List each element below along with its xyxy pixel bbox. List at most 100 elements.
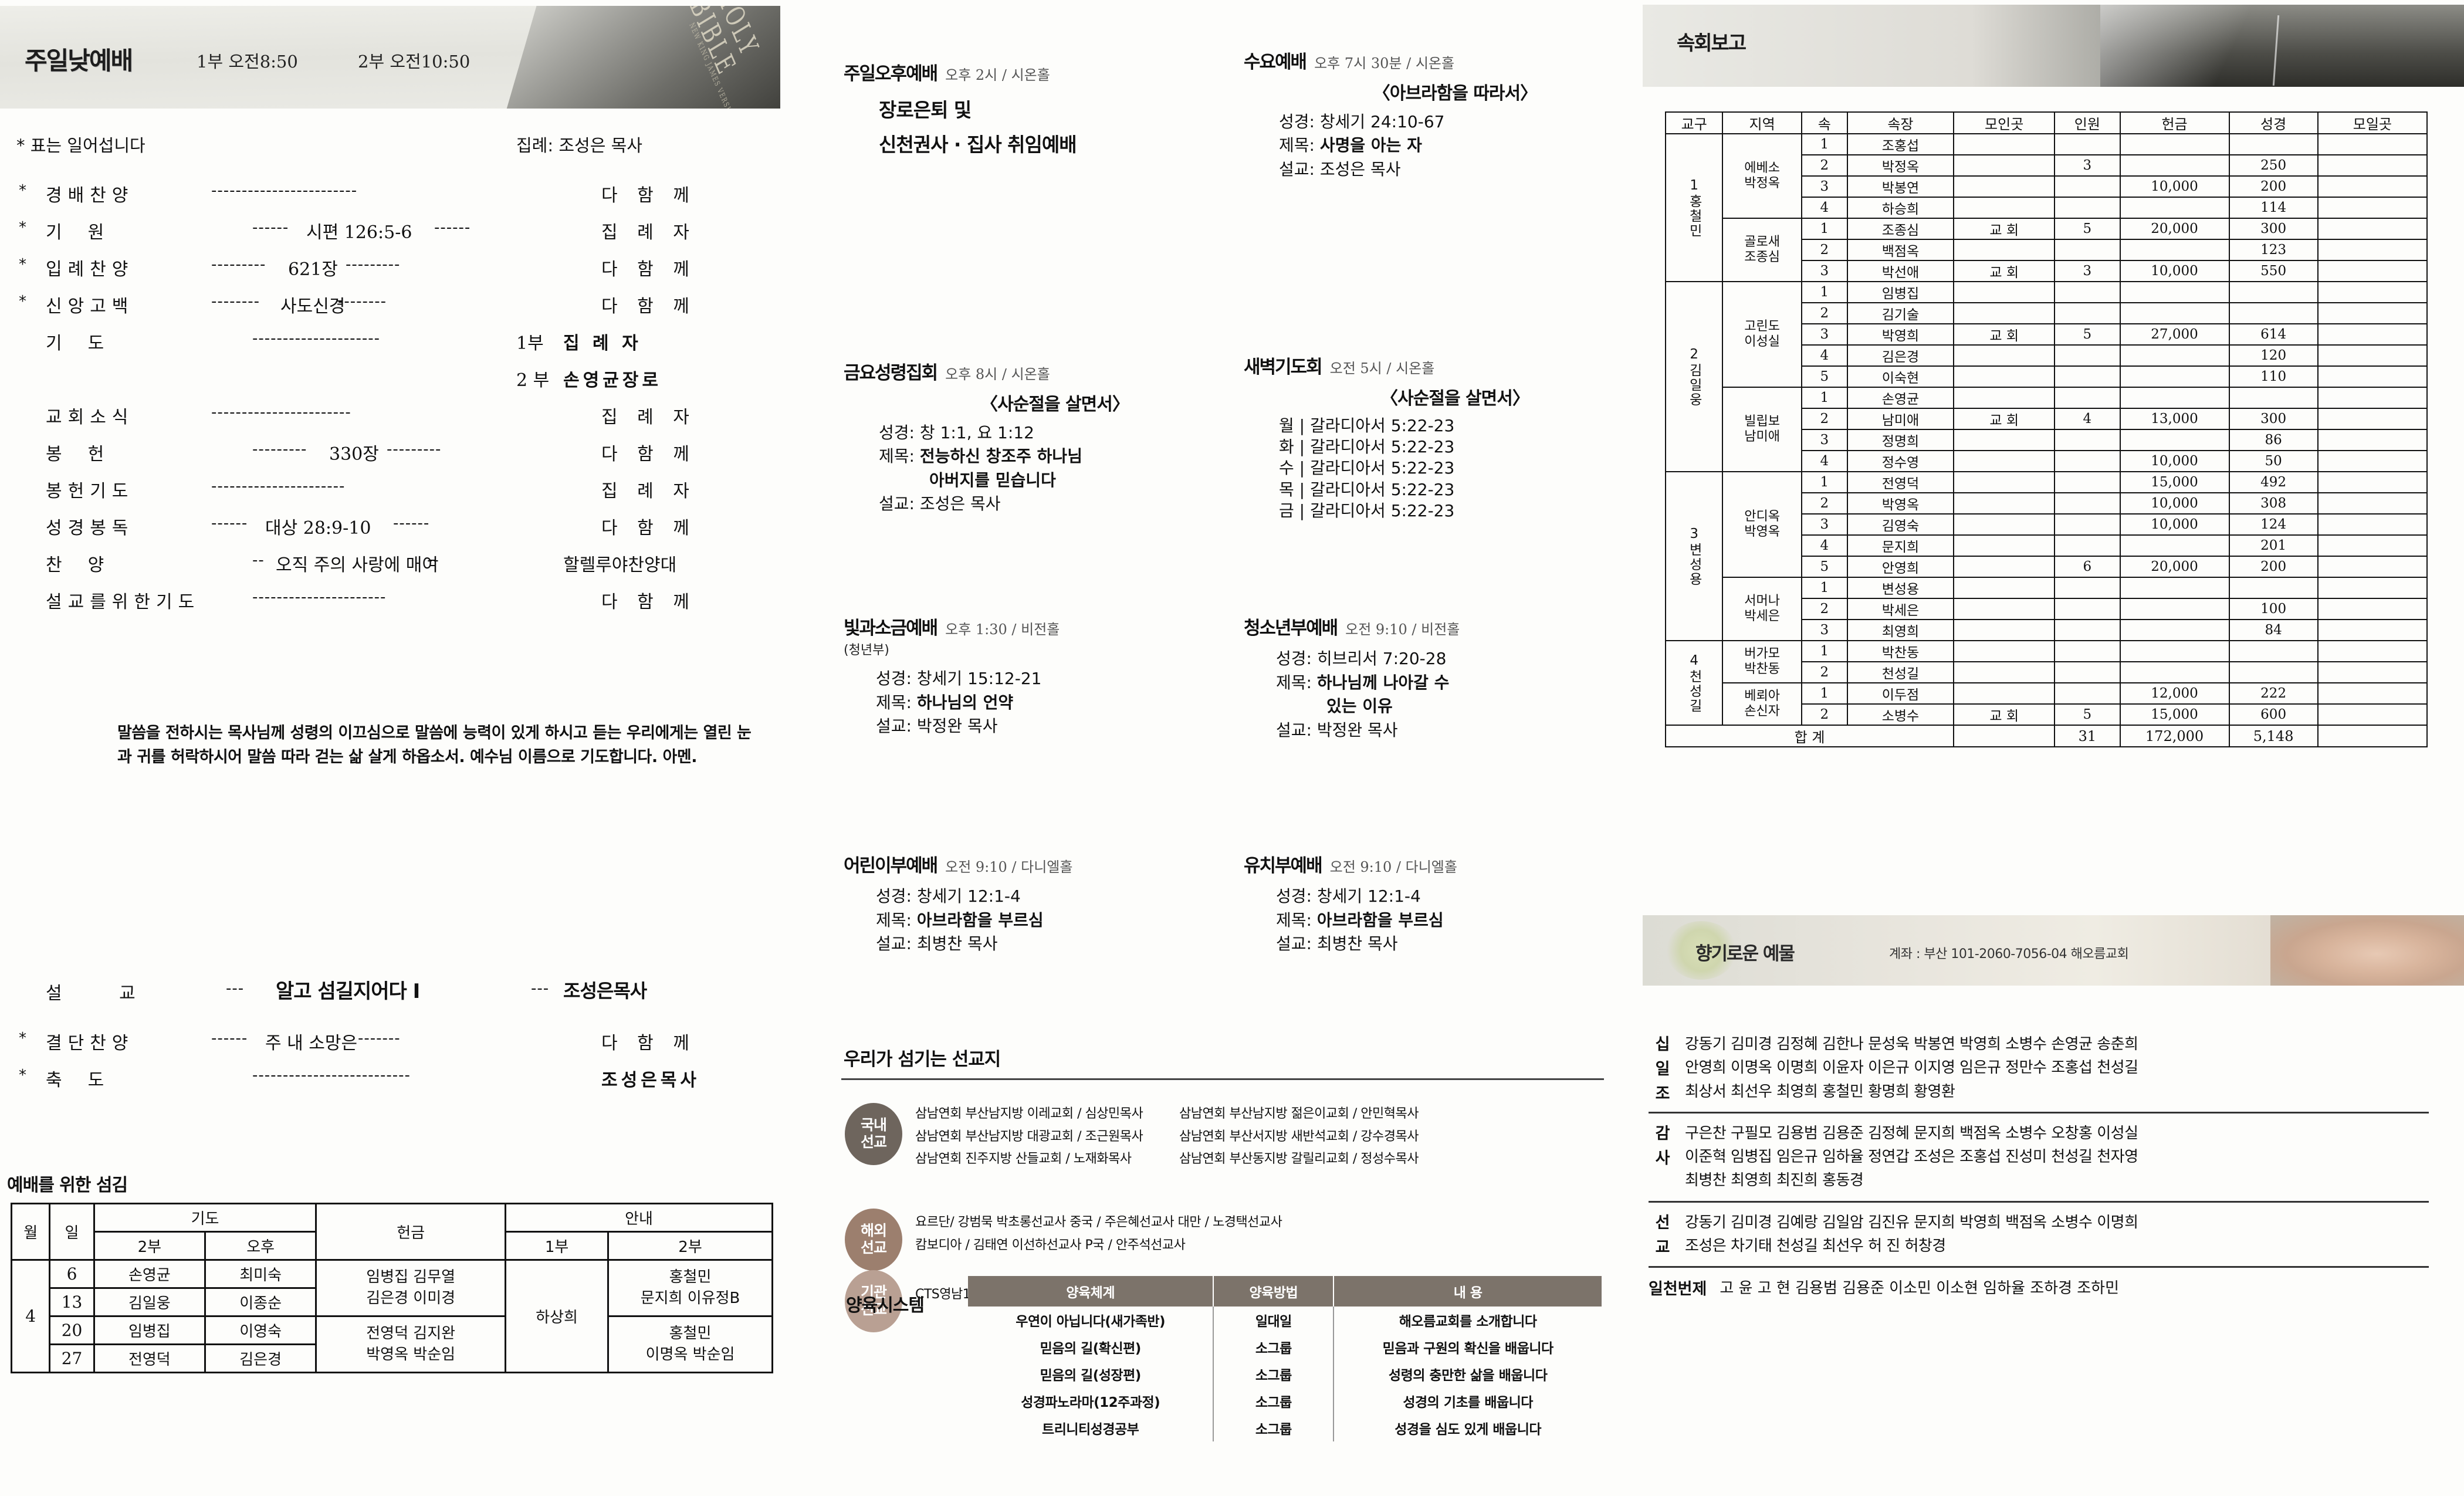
cell-guide-2bu: 홍철민 이명옥 박순임 [607, 1315, 773, 1373]
cell-next-place [2317, 577, 2428, 599]
standing-star: * [19, 1067, 26, 1084]
offering-names: 구은찬 구필모 김용범 김용준 김정혜 문지희 백점옥 소병수 오창홍 이성실 이… [1685, 1122, 2464, 1193]
cell-cell-no: 1 [1800, 387, 1848, 409]
mission-row: 삼남연회 진주지방 산들교회 / 노재화목사 삼남연회 부산동지방 갈릴리교회 /… [915, 1148, 1607, 1171]
service-topic-cont: 아버지를 믿습니다 [929, 470, 1056, 490]
cell-day: 6 [49, 1259, 95, 1289]
cell-cell-no: 1 [1800, 218, 1848, 240]
nurture-cell: 성경을 심도 있게 배웁니다 [1395, 1422, 1542, 1437]
cell-bible-reading: 124 [2228, 513, 2319, 536]
order-item-assignee: 다 함 께 [601, 444, 696, 465]
nurture-cell: 소그룹 [1213, 1387, 1335, 1414]
service-preacher: 설교: 조성은 목사 [879, 494, 1001, 514]
cell-cell-no: 2 [1800, 598, 1848, 620]
table-row: 2김일웅 고린도 이성실 1 임병집 [1664, 281, 2428, 472]
table-row: 빌립보 남미애 1 손영균 [1666, 387, 2428, 472]
nurture-col-header: 양육방법 [1213, 1276, 1335, 1307]
th-prayer-pm: 오후 [204, 1231, 317, 1261]
nurture-head-row: 양육체계 양육방법 내 용 [968, 1276, 1602, 1307]
table-row: 4 하승희 114 [1666, 197, 2428, 219]
cell-leader: 소병수 [1846, 703, 1955, 726]
service-scripture: 성경: 창세기 12:1-4 [876, 886, 1021, 906]
cell-area: 고린도 이성실 [1722, 281, 1802, 388]
cell-cell-no: 4 [1800, 534, 1848, 557]
service-name: 새벽기도회 [1244, 357, 1323, 378]
cell-guide-2bu: 홍철민 문지희 이유정B [607, 1259, 773, 1317]
cell-leader: 천성길 [1846, 661, 1955, 683]
cell-next-place [2317, 154, 2428, 177]
praying-hands-photo [2270, 915, 2464, 986]
service-duty-body: 4 6 손영균 최미숙 임병집 김무열 김은경 이미경 하상희 홍철민 문지희 이유정B 13 김일… [10, 1259, 773, 1373]
table-row: 3변성용 안디옥 박영옥 1 전영덕 15,000 492 [1664, 471, 2428, 641]
cell-leader: 이두점 [1846, 682, 1955, 705]
offering-name-line: 구은찬 구필모 김용범 김용준 김정혜 문지희 백점옥 소병수 오창홍 이성실 [1685, 1124, 2138, 1142]
cell-day: 20 [49, 1315, 95, 1345]
service-time-place: 오전 5시 / 시온홀 [1329, 360, 1435, 377]
cell-leader: 최영희 [1846, 619, 1955, 641]
cell-cell-no: 3 [1800, 429, 1848, 451]
dawn-prayer-day: 금 | 갈라디아서 5:22-23 [1279, 501, 1455, 521]
order-item: 기도 --------------------- 1부 집 례 자 [0, 324, 786, 361]
service-header: 금요성령집회 오후 8시 / 시온홀 [844, 358, 1050, 384]
cell-bible-reading: 84 [2228, 619, 2319, 641]
nurture-cell: 우연이 아닙니다(새가족반) [968, 1307, 1214, 1333]
sermon-dash-left: --- [226, 980, 245, 997]
service-time-place: 오후 2시 / 시온홀 [945, 67, 1050, 83]
nurture-cell: 성령의 충만한 삶을 배웁니다 [1388, 1368, 1548, 1383]
service-time-place: 오전 9:10 / 다니엘홀 [945, 859, 1073, 875]
cell-attendance [2054, 302, 2121, 324]
cell-attendance [2054, 429, 2121, 451]
order-item-label: 신앙고백 [46, 296, 134, 317]
cell-report-head-row: 교구 지역 속 속장 모인곳 인원 헌금 성경 모일곳 [1664, 111, 2428, 134]
cell-cell-no: 5 [1800, 556, 1848, 578]
officiant-note: 집례: 조성은 목사 [516, 136, 642, 155]
table-row: 1홍철민 에베소 박정옥 1 조홍섭 [1664, 133, 2428, 282]
order-item-detail: 621장 [288, 259, 338, 280]
service-header: 수요예배 오후 7시 30분 / 시온홀 [1244, 47, 1454, 73]
order-item-label: 교회소식 [46, 407, 134, 428]
right-column: 속회보고 교구 지역 속 속장 모인곳 인원 헌금 성경 모일곳 1홍철민 에베소 박정옥 1 조홍섭 2… [1631, 0, 2464, 1496]
cell-next-place [2317, 429, 2428, 451]
offering-names: 강동기 김미경 김정혜 김한나 문성욱 박봉연 박영희 소병수 손영균 송춘희 안… [1685, 1033, 2464, 1104]
th-guide-2bu: 2부 [607, 1231, 773, 1261]
order-item: * 신앙고백 -------- 사도신경 -------- 다 함 께 [0, 287, 786, 324]
cell-place: 교 회 [1953, 703, 2056, 726]
cell-leader: 남미애 [1846, 408, 1955, 430]
order-item-label: 기도 [46, 333, 130, 354]
cell-bible-reading [2228, 661, 2319, 683]
order-dash-right: ------- [358, 1030, 401, 1047]
mission-overseas-list: 요르단/ 강범묵 박초롱선교사 중국 / 주은혜선교사 대만 / 노경택선교사 캄… [915, 1211, 1607, 1257]
service-scripture: 성경: 히브리서 7:20-28 [1276, 649, 1447, 668]
standing-star: * [19, 182, 26, 199]
badge-domestic-label: 국내 선교 [860, 1116, 887, 1150]
cell-next-place [2317, 302, 2428, 324]
cell-cell-no: 1 [1800, 133, 1848, 155]
mission-row: 삼남연회 부산남지방 이레교회 / 심상민목사 삼남연회 부산남지방 젊은이교회 … [915, 1103, 1607, 1126]
order-item: * 기원 ------ 시편 126:5-6 ------ 집 례 자 [0, 213, 786, 250]
service-time-place: 오후 7시 30분 / 시온홀 [1314, 55, 1455, 72]
dawn-prayer-day: 화 | 갈라디아서 5:22-23 [1279, 436, 1455, 456]
order-item: 2 부 손영균장로 [0, 361, 786, 398]
worship-order-list: * 경배찬양 ------------------------ 다 함 께 * 기원 ---… [0, 176, 786, 620]
cell-offering: 10,000 [2119, 492, 2230, 515]
cell-place [1953, 556, 2056, 578]
order-dash-left: --------- [211, 256, 266, 273]
cell-ppm: 최미숙 [204, 1259, 317, 1289]
service-time-place: 오후 8시 / 시온홀 [945, 366, 1050, 383]
cell-place [1953, 471, 2056, 493]
cell-next-place [2317, 239, 2428, 261]
badge-agency-label: 기관 선교 [860, 1284, 887, 1318]
cell-bible-reading: 114 [2228, 197, 2319, 219]
table-total-row: 합 계 31 172,000 5,148 [1664, 725, 2428, 747]
th-offering: 헌금 [315, 1203, 507, 1261]
cell-report-col-header: 속장 [1846, 111, 1955, 134]
nurture-cell: 일대일 [1213, 1307, 1335, 1333]
order-dash-right: -------- [338, 293, 387, 310]
table-row: 3 박선애 교 회 3 10,000 550 [1666, 260, 2428, 282]
table-row: 2 남미애 교 회 4 13,000 300 [1666, 408, 2428, 430]
pre-sermon-prayer: 말씀을 전하시는 목사님께 성령의 이끄심으로 말씀에 능력이 있게 하시고 듣… [117, 724, 752, 766]
cell-leader: 김기술 [1846, 302, 1955, 324]
cell-leader: 조종심 [1846, 218, 1955, 240]
cell-next-place [2317, 260, 2428, 282]
